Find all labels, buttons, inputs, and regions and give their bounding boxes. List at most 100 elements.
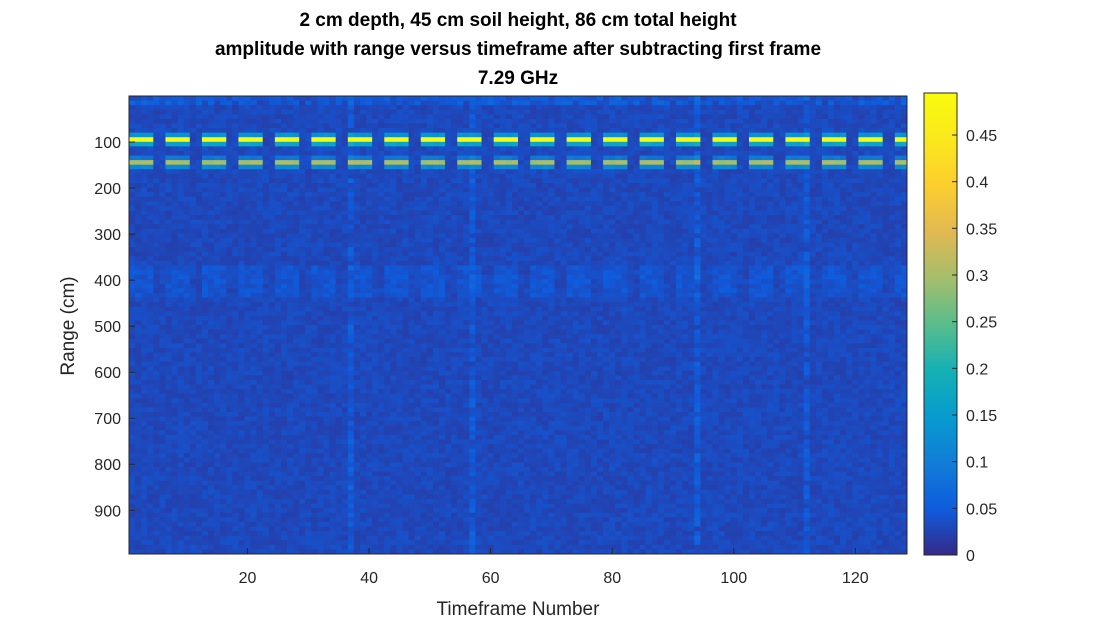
heatmap-cell — [572, 224, 580, 230]
heatmap-cell — [597, 109, 604, 115]
heatmap-cell — [372, 265, 379, 271]
heatmap-cell — [341, 242, 349, 248]
heatmap-cell — [712, 146, 720, 152]
heatmap-cell — [524, 160, 531, 166]
heatmap-cell — [390, 260, 397, 266]
heatmap-cell — [548, 146, 555, 152]
heatmap-cell — [250, 164, 258, 170]
heatmap-cell — [821, 210, 829, 216]
heatmap-cell — [432, 187, 440, 193]
heatmap-cell — [572, 173, 580, 179]
heatmap-cell — [129, 224, 136, 230]
heatmap-cell — [183, 187, 191, 193]
heatmap-cell — [663, 256, 671, 262]
heatmap-cell — [615, 187, 622, 193]
heatmap-cell — [736, 228, 744, 234]
heatmap-cell — [390, 137, 397, 143]
heatmap-cell — [724, 137, 732, 143]
heatmap-cell — [700, 100, 707, 106]
heatmap-cell — [189, 224, 197, 230]
heatmap-cell — [432, 251, 440, 257]
heatmap-cell — [718, 150, 726, 157]
heatmap-cell — [803, 114, 811, 120]
heatmap-cell — [639, 192, 647, 198]
heatmap-cell — [135, 215, 142, 221]
heatmap-cell — [706, 128, 713, 134]
heatmap-cell — [888, 132, 896, 138]
heatmap-cell — [876, 237, 884, 244]
heatmap-cell — [597, 118, 604, 124]
heatmap-cell — [335, 164, 343, 170]
heatmap-cell — [280, 178, 288, 184]
heatmap-cell — [548, 270, 555, 276]
heatmap-cell — [767, 109, 774, 115]
heatmap-cell — [821, 146, 829, 152]
heatmap-cell — [566, 219, 574, 225]
heatmap-cell — [858, 265, 865, 271]
heatmap-cell — [700, 141, 707, 147]
heatmap-cell — [742, 196, 750, 202]
heatmap-cell — [317, 233, 324, 239]
heatmap-cell — [147, 123, 154, 129]
heatmap-cell — [736, 192, 744, 198]
heatmap-cell — [153, 192, 160, 198]
heatmap-cell — [232, 100, 239, 106]
heatmap-cell — [736, 150, 744, 157]
heatmap-cell — [864, 128, 872, 134]
heatmap-cell — [742, 109, 750, 115]
heatmap-cell — [232, 132, 239, 138]
heatmap-cell — [876, 256, 884, 262]
heatmap-cell — [378, 196, 385, 202]
heatmap-cell — [396, 96, 404, 102]
heatmap-cell — [882, 260, 890, 266]
heatmap-cell — [736, 105, 744, 111]
heatmap-cell — [232, 160, 239, 166]
heatmap-cell — [481, 118, 489, 124]
heatmap-cell — [189, 210, 197, 216]
heatmap-cell — [548, 114, 555, 120]
heatmap-cell — [396, 123, 404, 129]
heatmap-cell — [840, 123, 847, 129]
heatmap-cell — [700, 260, 707, 266]
heatmap-cell — [694, 183, 701, 189]
heatmap-cell — [530, 118, 537, 124]
heatmap-cell — [578, 237, 586, 244]
heatmap-cell — [238, 215, 245, 221]
heatmap-cell — [475, 169, 483, 175]
heatmap-cell — [888, 128, 896, 134]
heatmap-cell — [761, 242, 768, 248]
heatmap-cell — [785, 141, 793, 147]
heatmap-cell — [487, 251, 495, 257]
heatmap-cell — [597, 228, 604, 234]
heatmap-cell — [208, 219, 215, 225]
heatmap-cell — [645, 215, 653, 221]
heatmap-cell — [627, 173, 634, 179]
heatmap-cell — [694, 173, 701, 179]
heatmap-cell — [700, 150, 707, 157]
heatmap-cell — [189, 137, 197, 143]
heatmap-cell — [311, 155, 318, 161]
heatmap-cell — [791, 192, 799, 198]
heatmap-cell — [274, 105, 282, 111]
heatmap-cell — [609, 228, 616, 234]
heatmap-cell — [748, 132, 756, 138]
heatmap-cell — [590, 137, 598, 143]
heatmap-cell — [414, 146, 422, 152]
heatmap-cell — [359, 215, 367, 221]
heatmap-cell — [676, 169, 683, 175]
heatmap-cell — [791, 164, 799, 170]
heatmap-cell — [858, 160, 865, 166]
heatmap-cell — [414, 192, 422, 198]
heatmap-cell — [827, 96, 835, 102]
heatmap-cell — [724, 247, 732, 253]
heatmap-cell — [311, 237, 318, 244]
heatmap-cell — [870, 233, 878, 239]
heatmap-cell — [384, 105, 391, 111]
heatmap-cell — [882, 155, 890, 161]
heatmap-cell — [548, 205, 555, 211]
heatmap-cell — [135, 128, 142, 134]
heatmap-cell — [682, 137, 689, 143]
heatmap-cell — [888, 150, 896, 157]
heatmap-cell — [554, 169, 562, 175]
heatmap-cell — [262, 224, 270, 230]
